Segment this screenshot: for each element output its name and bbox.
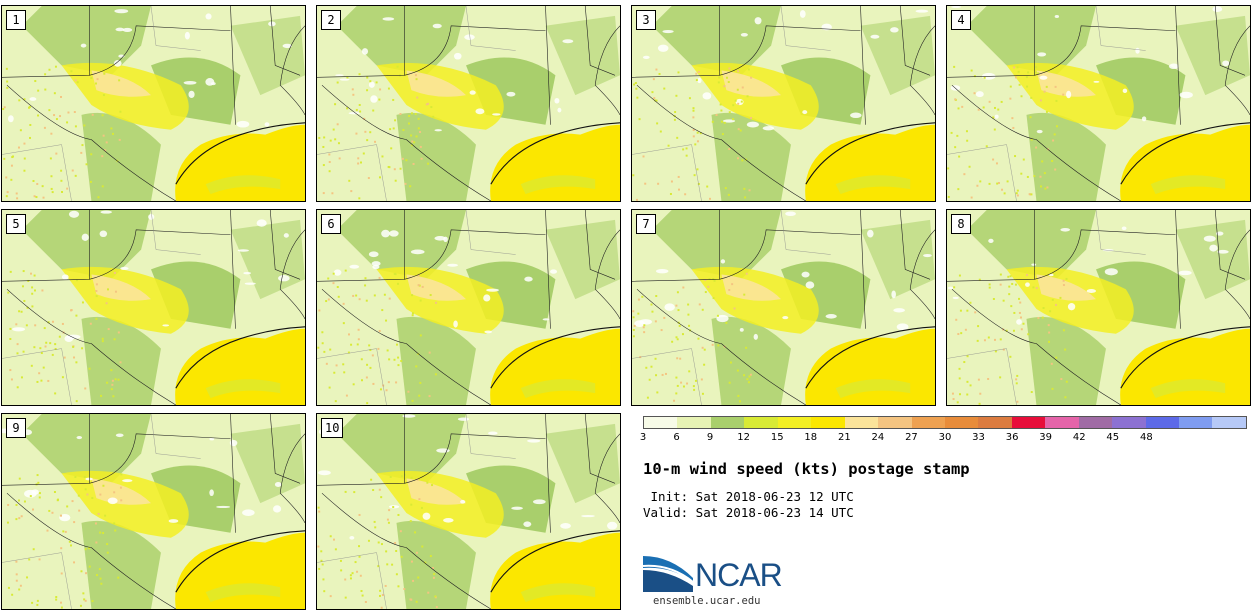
colorbar-swatch xyxy=(911,417,945,428)
panel-number-label: 8 xyxy=(951,214,971,234)
colorbar-swatch xyxy=(1011,417,1046,428)
wind-map xyxy=(632,6,935,201)
wind-map xyxy=(947,210,1250,405)
site-url: ensemble.ucar.edu xyxy=(653,595,761,607)
colorbar-tick-label: 15 xyxy=(770,432,784,443)
colorbar-tick-label: 42 xyxy=(1072,432,1086,443)
panel-number-label: 9 xyxy=(6,418,26,438)
colorbar-swatch xyxy=(677,417,711,428)
map-panel: 1 xyxy=(1,5,306,202)
colorbar-tick-label: 9 xyxy=(706,432,714,443)
map-panel: 5 xyxy=(1,209,306,406)
map-panel: 3 xyxy=(631,5,936,202)
colorbar-swatch xyxy=(710,417,745,428)
map-panel: 7 xyxy=(631,209,936,406)
colorbar-tick-label: 24 xyxy=(871,432,885,443)
colorbar-swatch xyxy=(1112,417,1146,428)
ncar-logo-text: NCAR xyxy=(695,557,783,593)
ncar-logo: NCAR xyxy=(642,552,793,596)
colorbar-swatch xyxy=(844,417,879,428)
colorbar-tick-label: 33 xyxy=(972,432,985,443)
wind-map xyxy=(317,414,620,609)
colorbar-tick-label: 45 xyxy=(1106,432,1120,443)
map-panel: 2 xyxy=(316,5,621,202)
wind-map xyxy=(947,6,1250,201)
map-panel: 6 xyxy=(316,209,621,406)
wind-map xyxy=(2,6,305,201)
colorbar-swatch xyxy=(978,417,1012,428)
colorbar-swatch xyxy=(777,417,812,428)
map-panel: 9 xyxy=(1,413,306,610)
colorbar-tick-label: 36 xyxy=(1005,432,1019,443)
colorbar-tick-label: 3 xyxy=(639,432,647,443)
panel-number-label: 7 xyxy=(636,214,656,234)
panel-number-label: 10 xyxy=(321,418,344,438)
colorbar-tick-label: 39 xyxy=(1039,432,1053,443)
init-time: Init: Sat 2018-06-23 12 UTC xyxy=(643,489,854,504)
panel-number-label: 4 xyxy=(951,10,971,30)
valid-time: Valid: Sat 2018-06-23 14 UTC xyxy=(643,505,854,520)
colorbar-swatch xyxy=(878,417,912,428)
colorbar-swatch xyxy=(944,417,979,428)
panel-number-label: 3 xyxy=(636,10,656,30)
ncar-swoosh-icon xyxy=(642,556,694,592)
map-panel: 10 xyxy=(316,413,621,610)
colorbar-tick-labels: 3 6 9 12 15 18 21 24 27 30 33 36 39 42 45 48 xyxy=(639,432,1247,446)
colorbar-tick-label: 30 xyxy=(938,432,952,443)
figure-title: 10-m wind speed (kts) postage stamp xyxy=(643,460,970,478)
colorbar-swatch xyxy=(1045,417,1079,428)
colorbar-swatch xyxy=(1212,417,1246,428)
colorbar-tick-label: 48 xyxy=(1139,432,1153,443)
wind-map xyxy=(317,210,620,405)
wind-speed-colorbar xyxy=(643,416,1247,429)
colorbar-tick-label: 6 xyxy=(673,432,680,443)
panel-number-label: 5 xyxy=(6,214,26,234)
colorbar-tick-label: 18 xyxy=(804,432,818,443)
colorbar-swatch xyxy=(1078,417,1113,428)
colorbar-swatch xyxy=(1179,417,1213,428)
wind-map xyxy=(632,210,935,405)
wind-map xyxy=(2,414,305,609)
colorbar-swatch xyxy=(744,417,778,428)
colorbar-tick-label: 12 xyxy=(737,432,751,443)
colorbar-swatch xyxy=(644,417,678,428)
colorbar-swatch xyxy=(1145,417,1179,428)
map-panel: 4 xyxy=(946,5,1251,202)
panel-number-label: 6 xyxy=(321,214,341,234)
colorbar-tick-label: 21 xyxy=(837,432,851,443)
wind-map xyxy=(2,210,305,405)
colorbar-tick-label: 27 xyxy=(905,432,918,443)
map-panel: 8 xyxy=(946,209,1251,406)
wind-map xyxy=(317,6,620,201)
panel-number-label: 2 xyxy=(321,10,341,30)
colorbar-swatch xyxy=(811,417,845,428)
panel-number-label: 1 xyxy=(6,10,26,30)
